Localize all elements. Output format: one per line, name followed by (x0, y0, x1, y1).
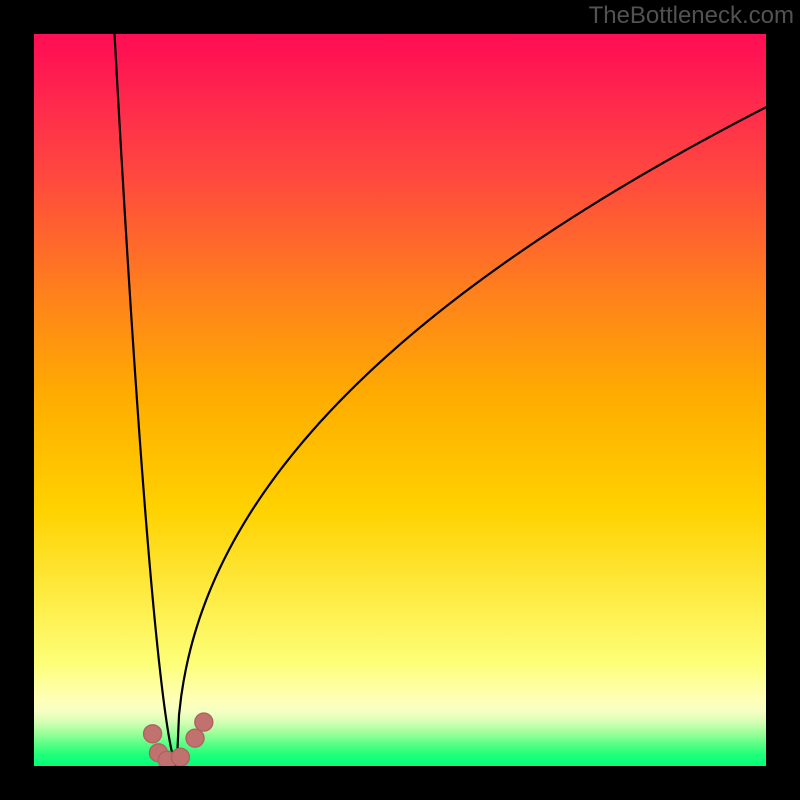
watermark-text: TheBottleneck.com (589, 2, 794, 30)
data-dot (186, 729, 204, 747)
data-dot (144, 725, 162, 743)
gradient-background (34, 34, 766, 766)
plot-area (34, 34, 766, 766)
plot-svg (34, 34, 766, 766)
data-dot (171, 748, 189, 766)
chart-stage: TheBottleneck.com (0, 0, 800, 800)
data-dot (195, 713, 213, 731)
